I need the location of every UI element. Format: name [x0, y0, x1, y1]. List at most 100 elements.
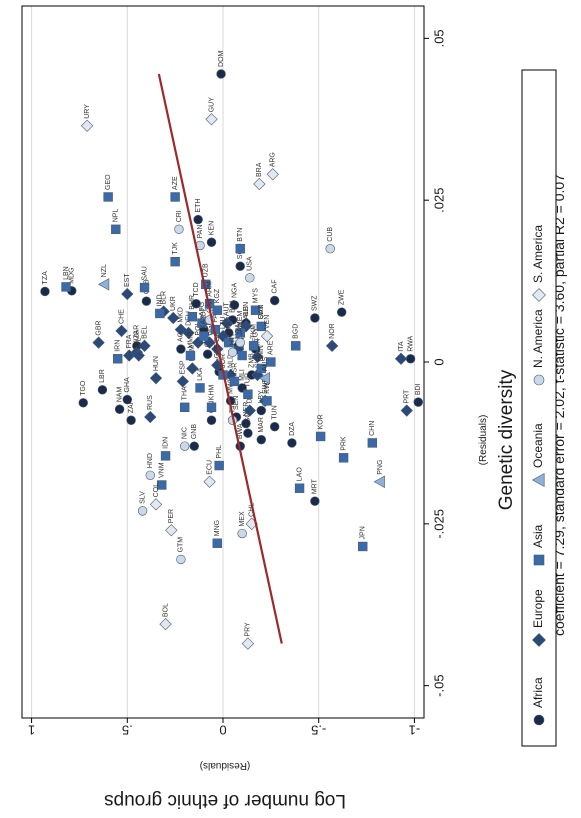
point-label: ISR: [231, 363, 238, 375]
series-asia: LBN GEO NPL AZE SAU IND IRN CHN PRK KOR JPN IDN PHL L…: [61, 174, 378, 552]
data-point: [294, 483, 305, 493]
data-point: [214, 460, 224, 471]
point-label: BGR: [206, 320, 213, 335]
data-point: [227, 347, 238, 357]
point-label: PNG: [377, 460, 384, 475]
point-label: ECU: [206, 460, 213, 475]
data-point: [138, 339, 151, 352]
point-label: TUN: [272, 405, 279, 419]
point-label: BEL: [141, 325, 148, 338]
x-tick-label: -.025: [431, 509, 446, 539]
point-label: BHR: [189, 295, 196, 310]
data-point: [235, 328, 245, 338]
data-point: [206, 237, 217, 247]
data-point: [248, 341, 259, 351]
point-label: NOR: [329, 323, 336, 339]
point-label: AUS: [262, 356, 269, 371]
data-point: [216, 69, 226, 79]
legend-label: N. America: [531, 309, 545, 368]
data-point: [269, 422, 280, 432]
data-point: [266, 357, 276, 367]
legend-item: Europe: [531, 589, 546, 647]
point-label: ESP: [180, 360, 187, 374]
data-point: [174, 323, 188, 336]
data-point: [176, 554, 186, 565]
data-point: [235, 261, 245, 271]
point-label: HND: [147, 453, 154, 468]
point-label: ALB: [243, 306, 250, 320]
legend-label: Asia: [531, 524, 545, 548]
data-point: [325, 339, 339, 352]
data-point: [256, 434, 266, 445]
point-label: MRT: [312, 478, 319, 494]
data-point: [144, 410, 157, 424]
point-label: RWA: [407, 335, 414, 351]
legend: Africa Europe Asia Oceania N. America S. Amer…: [521, 69, 557, 747]
point-label: IRN: [115, 340, 122, 352]
point-label: ZAF: [128, 400, 135, 413]
data-point: [157, 480, 167, 490]
x-axis-subtitle: (Residuals): [478, 415, 489, 466]
point-label: KOR: [317, 414, 324, 429]
point-label: GEO: [105, 174, 112, 190]
point-label: RUS: [147, 395, 154, 410]
point-label: GHA: [124, 377, 131, 393]
point-label: ZAR: [134, 325, 141, 339]
x-tick-label: -.05: [431, 674, 446, 696]
data-point: [199, 331, 209, 341]
point-label: JAM: [237, 321, 244, 335]
y-tick-label: 1: [28, 723, 35, 738]
data-point: [206, 402, 217, 413]
data-point: [358, 541, 368, 552]
data-point: [202, 349, 213, 359]
point-label: YEM: [237, 311, 244, 326]
legend-marker: [533, 554, 545, 566]
point-label: LKA: [197, 367, 204, 381]
data-point: [336, 307, 347, 317]
y-tick-label: -1: [409, 723, 421, 738]
data-point: [170, 192, 180, 202]
data-point: [310, 313, 320, 323]
point-label: EST: [124, 273, 131, 287]
data-point: [235, 337, 245, 348]
point-label: CUB: [327, 227, 334, 242]
y-tick-label: .5: [122, 723, 133, 738]
data-point: [145, 470, 155, 480]
point-label: ARE: [268, 340, 275, 355]
data-point: [220, 317, 233, 330]
point-label: JPN: [360, 526, 367, 539]
data-point: [243, 404, 256, 417]
point-label: BTN: [237, 228, 244, 242]
point-label: OMN: [258, 345, 265, 361]
y-tick-label: -.5: [311, 723, 326, 738]
point-label: GUY: [208, 97, 215, 113]
legend-item: Asia: [531, 524, 545, 566]
data-point: [97, 278, 110, 291]
series-n-america: CRICUBGTMMEXHNDUSACANPANHTINICSLVJAMTTO: [137, 210, 335, 565]
point-label: LBR: [99, 369, 106, 383]
x-tick-label: .05: [431, 29, 446, 47]
point-label: KWT: [264, 378, 271, 394]
point-label: MKD: [178, 307, 185, 323]
data-point: [115, 324, 128, 338]
point-label: BGD: [293, 324, 300, 339]
data-point: [258, 371, 270, 385]
point-label: ZWE: [339, 289, 346, 305]
data-point: [413, 397, 423, 407]
point-label: AZE: [172, 176, 179, 190]
y-tick-label: 0: [219, 723, 226, 738]
point-label: TCD: [193, 282, 200, 296]
data-point: [149, 498, 163, 511]
y-axis: 1 .5 0 -.5 -1: [28, 718, 420, 738]
data-point: [193, 214, 203, 225]
data-point: [235, 244, 245, 254]
legend-marker: [533, 374, 545, 386]
point-label: LAO: [296, 467, 303, 482]
point-label: MDG: [69, 267, 76, 283]
point-label: IND: [157, 294, 164, 306]
data-point: [237, 350, 247, 361]
data-point: [61, 282, 71, 292]
point-label: ETH: [195, 199, 202, 213]
point-label: SAU: [141, 266, 148, 280]
